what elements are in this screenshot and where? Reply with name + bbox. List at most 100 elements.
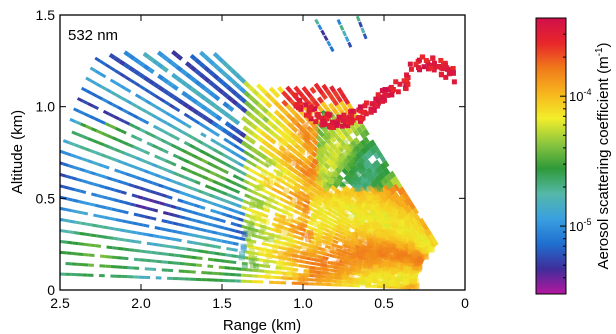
ray-segment [281, 192, 288, 198]
ray-segment [95, 82, 102, 88]
ray-segment [339, 24, 345, 31]
scan-sample [416, 256, 423, 263]
scan-sample [309, 252, 316, 259]
ray-segment [248, 137, 257, 145]
scan-sample [282, 129, 289, 136]
ray-segment [146, 241, 153, 246]
ray-segment [148, 198, 155, 203]
ray-segment [215, 114, 223, 122]
ray-segment [244, 213, 251, 218]
ray-segment [208, 250, 215, 255]
ray-segment [114, 227, 121, 232]
scan-sample [308, 242, 315, 249]
cloud-edge-sample [368, 106, 374, 112]
scan-sample [337, 219, 344, 226]
ray-segment [127, 143, 135, 149]
ray-segment [186, 133, 194, 140]
ray-segment [268, 86, 277, 94]
ray-segment [256, 135, 264, 143]
ray-segment [200, 104, 208, 112]
ray-segment [261, 194, 269, 201]
ray-segment [235, 102, 243, 110]
ray-segment [63, 185, 70, 190]
scan-sample [321, 249, 328, 256]
ray-segment [339, 133, 347, 141]
ray-segment [247, 167, 255, 174]
ray-segment [200, 132, 207, 138]
ray-segment [168, 103, 176, 110]
ray-segment [83, 201, 90, 206]
ray-segment [204, 168, 211, 174]
scan-sample [303, 133, 310, 140]
scan-sample [371, 180, 378, 187]
scan-sample [372, 222, 379, 229]
scan-sample [308, 194, 315, 201]
ray-segment [122, 210, 129, 215]
ray-segment [413, 213, 421, 222]
ray-segment [130, 154, 137, 160]
scan-sample [261, 247, 268, 254]
ray-segment [394, 198, 402, 206]
ray-segment [135, 175, 143, 181]
ray-segment [234, 92, 243, 100]
scan-sample [354, 174, 361, 181]
ray-segment [331, 107, 339, 115]
ray-segment [72, 241, 79, 246]
ray-segment [128, 122, 136, 129]
ray-segment [175, 65, 183, 73]
ray-segment [186, 209, 193, 214]
ray-segment [226, 192, 233, 198]
scan-sample [364, 204, 371, 211]
ray-segment [201, 158, 209, 165]
ray-segment [185, 123, 192, 129]
cloud-edge-sample [362, 103, 368, 109]
ray-segment [139, 213, 146, 219]
ray-segment [196, 156, 203, 162]
ray-segment [295, 151, 303, 159]
ray-segment [196, 219, 203, 224]
scan-sample [397, 228, 404, 235]
ray-segment [334, 148, 342, 156]
ray-segment [237, 161, 245, 168]
ray-segment [217, 87, 225, 95]
ray-segment [304, 260, 311, 265]
ray-segment [214, 251, 221, 256]
scan-sample [421, 238, 428, 245]
ray-segment [187, 104, 195, 112]
cloud-edge-sample [428, 65, 434, 71]
ray-segment [108, 112, 115, 118]
ray-segment [116, 105, 124, 112]
ray-segment [321, 188, 329, 196]
ray-segment [199, 205, 206, 210]
ray-segment [231, 195, 239, 200]
scan-sample [271, 245, 278, 252]
ray-segment [198, 72, 207, 80]
ray-segment [265, 110, 273, 118]
ray-segment [210, 138, 217, 144]
colorbar-label-exponent: -1 [594, 47, 605, 56]
ray-segment [109, 187, 116, 192]
ray-segment [277, 86, 285, 94]
scan-sample [342, 144, 349, 151]
ray-segment [201, 114, 209, 122]
scan-sample [338, 236, 345, 243]
ray-segment [256, 235, 264, 240]
ray-segment [332, 132, 340, 140]
ray-segment [122, 256, 129, 261]
scan-sample [245, 234, 252, 241]
ray-segment [114, 81, 122, 88]
ray-segment [103, 164, 110, 170]
ray-segment [91, 223, 98, 228]
ray-segment [101, 97, 109, 104]
ray-segment [174, 245, 181, 250]
scan-sample [316, 195, 323, 202]
ray-segment [73, 165, 80, 171]
ray-segment [407, 203, 414, 212]
scan-sample [287, 180, 294, 187]
ray-segment [209, 244, 216, 248]
ray-segment [362, 128, 370, 137]
cloud-edge-sample [359, 116, 365, 122]
scan-sample [388, 218, 395, 225]
ray-segment [360, 27, 366, 34]
scan-sample [366, 277, 373, 284]
